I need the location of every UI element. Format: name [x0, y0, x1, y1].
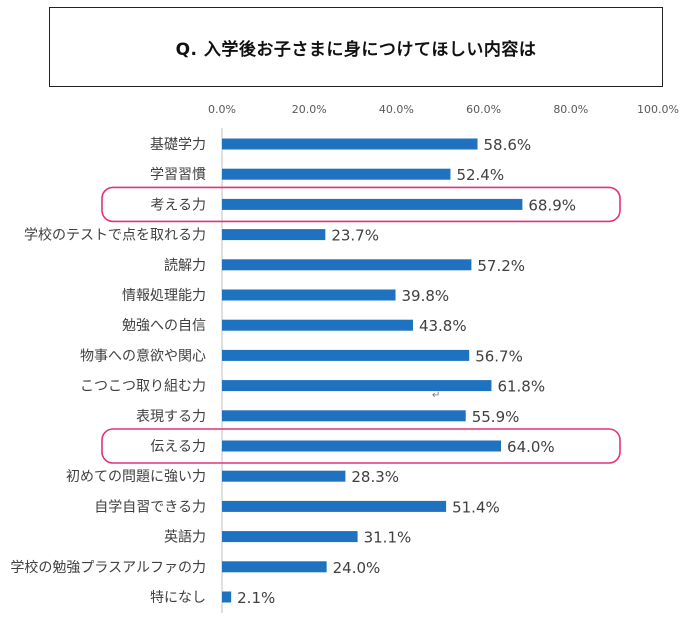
category-label: 初めての問題に強い力: [66, 468, 206, 485]
value-label: 64.0%: [507, 438, 555, 456]
value-label: 52.4%: [456, 166, 504, 184]
category-label: 学習習慣: [150, 166, 206, 183]
bar: [222, 138, 478, 150]
category-label: 学校の勉強プラスアルファの力: [10, 559, 206, 576]
bar: [222, 319, 413, 331]
category-label: こつこつ取り組む力: [80, 379, 206, 395]
x-tick-label: 100.0%: [637, 103, 679, 116]
value-label: 56.7%: [475, 347, 523, 365]
x-tick-label: 60.0%: [466, 103, 501, 116]
chart-title-box: Q. 入学後お子さまに身につけてほしい内容は: [49, 7, 663, 87]
value-label: 31.1%: [364, 529, 412, 547]
highlight-frame: [101, 186, 621, 223]
value-label: 28.3%: [351, 468, 399, 486]
bar: [222, 531, 358, 543]
value-label: 43.8%: [419, 317, 467, 335]
category-label: 勉強への自信: [122, 318, 206, 334]
x-tick-label: 0.0%: [208, 103, 236, 116]
bar: [222, 591, 232, 603]
value-label: 24.0%: [333, 559, 381, 577]
bar: [222, 349, 470, 361]
x-tick-label: 40.0%: [379, 103, 414, 116]
category-label: 自学自習できる力: [94, 499, 206, 515]
bar: [222, 410, 466, 422]
chart-title: Q. 入学後お子さまに身につけてほしい内容は: [175, 39, 537, 60]
bar: [222, 198, 523, 210]
category-label: 特になし: [150, 590, 206, 606]
value-label: 57.2%: [477, 257, 525, 275]
bar: [222, 440, 502, 452]
value-label: 51.4%: [452, 498, 500, 516]
value-label: 61.8%: [497, 378, 545, 396]
bar: [222, 229, 326, 241]
value-label: 68.9%: [528, 196, 576, 214]
return-mark: ↵: [432, 390, 441, 401]
bar: [222, 259, 472, 271]
highlight-frame: [101, 428, 621, 464]
category-label: 基礎学力: [150, 136, 206, 153]
category-label: 考える力: [150, 197, 206, 213]
category-label: 英語力: [164, 529, 206, 546]
bar: [222, 470, 346, 482]
value-label: 39.8%: [402, 287, 450, 305]
bar: [222, 500, 447, 512]
value-label: 55.9%: [472, 408, 520, 426]
category-label: 伝える力: [150, 439, 206, 455]
category-label: 表現する力: [136, 409, 206, 425]
x-tick-label: 20.0%: [292, 103, 327, 116]
category-label: 学校のテストで点を取れる力: [24, 227, 206, 244]
category-label: 物事への意欲や関心: [80, 347, 206, 364]
category-label: 情報処理能力: [122, 288, 206, 304]
bar: [222, 168, 451, 180]
value-label: 58.6%: [483, 136, 531, 154]
category-label: 読解力: [164, 257, 206, 274]
x-tick-label: 80.0%: [553, 103, 588, 116]
bar: [222, 289, 396, 301]
value-label: 23.7%: [331, 227, 379, 245]
value-label: 2.1%: [237, 589, 275, 607]
bar: [222, 380, 492, 392]
bar: [222, 561, 327, 573]
